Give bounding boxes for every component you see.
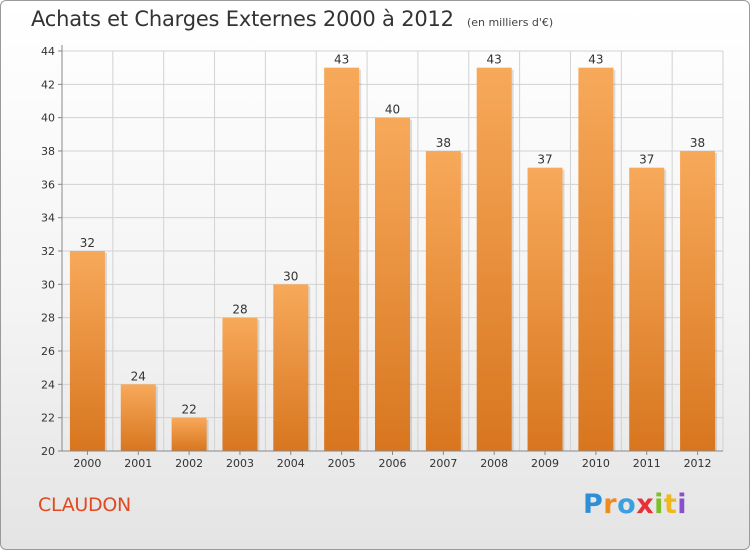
x-tick-label: 2008: [480, 457, 508, 470]
proxiti-logo: Proxiti: [583, 489, 687, 520]
x-tick-label: 2011: [633, 457, 661, 470]
bar: [273, 284, 309, 451]
bar: [324, 67, 360, 452]
logo-letter: P: [583, 489, 604, 520]
bar: [680, 151, 716, 451]
chart-unit: (en milliers d'€): [466, 16, 554, 29]
bar-value-label: 30: [283, 269, 298, 283]
x-tick-label: 2007: [429, 457, 457, 470]
y-tick-label: 32: [41, 245, 55, 258]
logo-letter: o: [617, 489, 637, 520]
bar-value-label: 43: [487, 53, 502, 67]
y-tick-label: 42: [41, 78, 55, 91]
y-tick-label: 26: [41, 345, 55, 358]
bar: [120, 384, 156, 451]
y-tick-label: 20: [41, 445, 55, 458]
bar: [375, 117, 410, 452]
y-tick-label: 22: [41, 412, 55, 425]
y-tick-label: 40: [41, 112, 55, 125]
bar: [476, 67, 512, 452]
y-tick-label: 36: [41, 178, 55, 191]
chart-title-block: Achats et Charges Externes 2000 à 2012 (…: [31, 7, 553, 31]
x-tick-label: 2006: [379, 457, 407, 470]
logo-letter: x: [636, 489, 655, 520]
bar-value-label: 38: [690, 136, 705, 150]
bar-value-label: 43: [334, 53, 349, 67]
y-tick-label: 44: [41, 45, 55, 58]
x-tick-label: 2009: [531, 457, 559, 470]
bar: [69, 251, 105, 451]
x-tick-label: 2001: [124, 457, 152, 470]
x-tick-label: 2010: [582, 457, 610, 470]
y-tick-label: 30: [41, 278, 55, 291]
bar: [425, 151, 461, 451]
logo-letter: i: [677, 489, 688, 520]
x-tick-label: 2012: [684, 457, 712, 470]
bar-value-label: 32: [80, 236, 95, 250]
axes: 20 22 24 26 28 30 32 34 36 38 40 42 44 2000 2001 2002 20…: [41, 45, 723, 470]
bar-value-label: 38: [436, 136, 451, 150]
y-tick-label: 34: [41, 212, 55, 225]
bar: [171, 417, 207, 451]
bar-value-label: 24: [131, 369, 146, 383]
y-tick-label: 28: [41, 312, 55, 325]
x-tick-label: 2000: [73, 457, 101, 470]
bar: [578, 67, 614, 452]
y-tick-label: 38: [41, 145, 55, 158]
chart-title: Achats et Charges Externes 2000 à 2012: [31, 7, 454, 31]
bar: [629, 167, 665, 451]
bar: [527, 167, 563, 451]
town-name: CLAUDON: [38, 494, 131, 516]
bar-value-label: 40: [385, 103, 400, 117]
bar-value-label: 28: [232, 303, 247, 317]
logo-letter: t: [663, 489, 678, 520]
x-tick-label: 2002: [175, 457, 203, 470]
x-tick-label: 2003: [226, 457, 254, 470]
logo-letter: i: [654, 489, 664, 520]
bar-value-label: 37: [537, 153, 552, 167]
x-tick-label: 2004: [277, 457, 305, 470]
bar: [222, 317, 258, 451]
logo-letter: r: [603, 489, 618, 520]
bar-value-label: 22: [181, 403, 196, 417]
y-tick-label: 24: [41, 378, 55, 391]
bars: 32 24 22 28 30 43 40 38 43 37 43 37 38: [69, 53, 718, 452]
x-tick-label: 2005: [328, 457, 356, 470]
bar-value-label: 37: [639, 153, 654, 167]
bar-value-label: 43: [588, 53, 603, 67]
